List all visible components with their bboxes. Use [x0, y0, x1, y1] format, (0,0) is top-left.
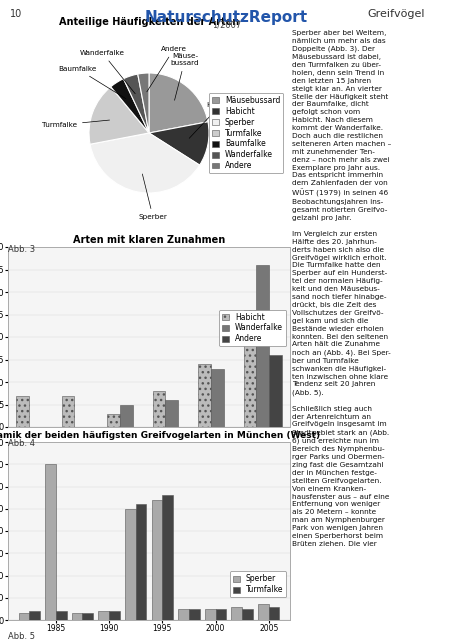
- Bar: [29, 611, 40, 620]
- Text: Abb. 3: Abb. 3: [8, 245, 35, 254]
- Bar: [269, 355, 282, 427]
- Bar: [269, 607, 280, 620]
- Wedge shape: [149, 122, 209, 165]
- Bar: [45, 464, 56, 620]
- Bar: [125, 509, 136, 620]
- Text: Wanderfalke: Wanderfalke: [80, 50, 135, 93]
- Text: NaturschutzReport: NaturschutzReport: [145, 10, 308, 25]
- Title: Arten mit klaren Zunahmen: Arten mit klaren Zunahmen: [73, 235, 225, 245]
- Text: 1/2007: 1/2007: [212, 20, 241, 29]
- Wedge shape: [111, 79, 149, 133]
- Text: Greifvögel: Greifvögel: [368, 9, 425, 19]
- Bar: [178, 609, 189, 620]
- Wedge shape: [124, 74, 149, 133]
- Text: 10: 10: [10, 9, 22, 19]
- Bar: [231, 607, 242, 620]
- Text: Sperber: Sperber: [139, 174, 168, 220]
- Bar: [62, 396, 74, 427]
- Title: Dynamik der beiden häufigsten Greifvogelarten in München (West): Dynamik der beiden häufigsten Greifvogel…: [0, 431, 321, 440]
- Legend: Mäusebussard, Habicht, Sperber, Turmfalke, Baumfalke, Wanderfalke, Andere: Mäusebussard, Habicht, Sperber, Turmfalk…: [209, 93, 283, 173]
- Bar: [198, 364, 211, 427]
- Legend: Habicht, Wanderfalke, Andere: Habicht, Wanderfalke, Andere: [219, 310, 286, 346]
- Wedge shape: [149, 73, 208, 133]
- Bar: [242, 609, 253, 620]
- Wedge shape: [90, 133, 200, 193]
- Bar: [216, 609, 226, 620]
- Title: Anteilige Häufigkeiten der Arten: Anteilige Häufigkeiten der Arten: [59, 17, 239, 27]
- Bar: [153, 391, 165, 427]
- Bar: [136, 504, 146, 620]
- Bar: [107, 413, 120, 427]
- Bar: [16, 396, 29, 427]
- Bar: [256, 265, 269, 427]
- Bar: [205, 609, 216, 620]
- Text: Andere: Andere: [147, 46, 187, 92]
- Text: Baumfalke: Baumfalke: [58, 66, 126, 99]
- Text: Turmfalke: Turmfalke: [42, 120, 110, 128]
- Bar: [82, 613, 93, 620]
- Bar: [162, 495, 173, 620]
- Bar: [244, 310, 256, 427]
- Text: Mäuse-
bussard: Mäuse- bussard: [171, 53, 199, 100]
- Text: Abb. 4: Abb. 4: [8, 439, 35, 448]
- Bar: [109, 611, 120, 620]
- Bar: [165, 400, 178, 427]
- Bar: [152, 500, 162, 620]
- Wedge shape: [138, 73, 149, 133]
- Bar: [56, 611, 67, 620]
- Legend: Sperber, Turmfalke: Sperber, Turmfalke: [230, 572, 286, 597]
- Bar: [19, 613, 29, 620]
- Text: Abb. 5: Abb. 5: [8, 632, 35, 640]
- Bar: [211, 369, 224, 427]
- Bar: [258, 604, 269, 620]
- Bar: [98, 611, 109, 620]
- Text: Habicht: Habicht: [189, 102, 235, 138]
- Wedge shape: [89, 87, 149, 144]
- Text: Sperber aber bei Weitem,
nämlich um mehr als das
Doppelte (Abb. 3). Der
Mäusebus: Sperber aber bei Weitem, nämlich um mehr…: [292, 30, 391, 547]
- Bar: [189, 609, 200, 620]
- Bar: [120, 404, 133, 427]
- Bar: [72, 613, 82, 620]
